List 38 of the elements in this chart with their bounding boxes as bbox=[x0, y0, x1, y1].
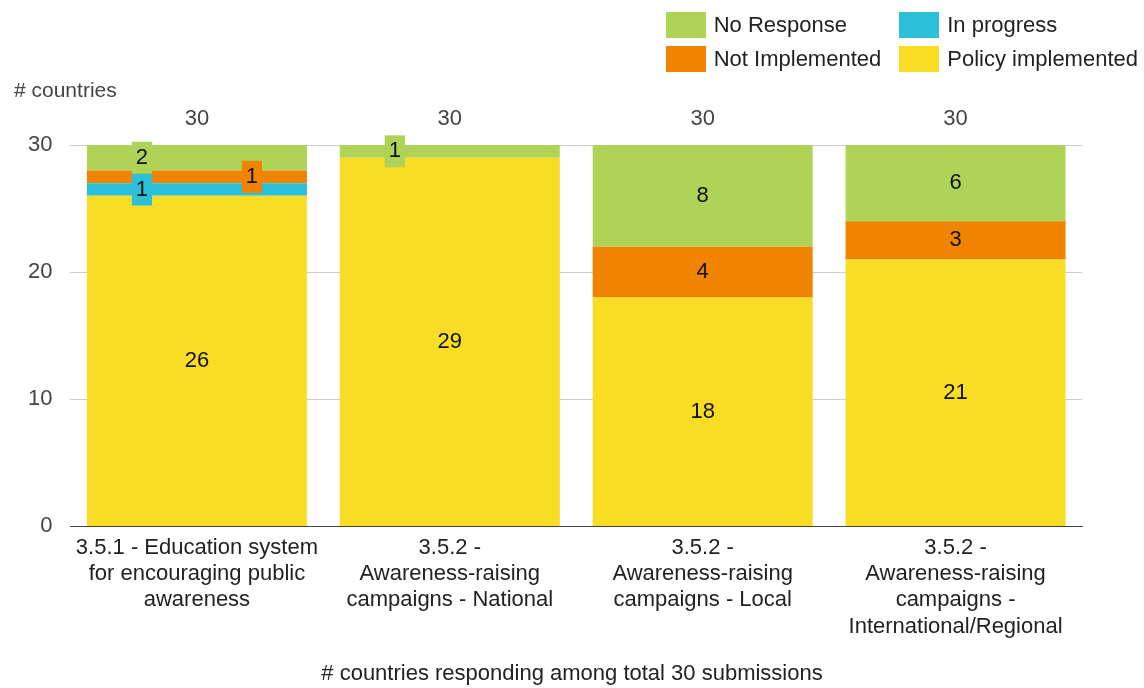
total-label: 30 bbox=[184, 105, 210, 131]
data-label: 26 bbox=[184, 346, 210, 372]
data-label: 29 bbox=[437, 327, 463, 353]
data-label: 2 bbox=[135, 143, 149, 169]
x-tick-label: 3.5.2 - Awareness-raising campaigns - Local bbox=[612, 533, 793, 612]
y-tick-label: 0 bbox=[40, 512, 53, 538]
x-tick-label: 3.5.2 - Awareness-raising campaigns - National bbox=[346, 533, 554, 612]
bar bbox=[592, 145, 813, 247]
legend-label: Not Implemented bbox=[713, 46, 882, 72]
x-tick-label: 3.5.2 - Awareness-raising campaigns - International/Regional bbox=[848, 533, 1063, 638]
bar bbox=[339, 157, 560, 526]
data-label: 1 bbox=[245, 162, 259, 188]
bar bbox=[86, 195, 307, 526]
data-label: 6 bbox=[949, 169, 962, 195]
data-label: 4 bbox=[696, 258, 709, 284]
legend-label: No Response bbox=[713, 12, 848, 38]
total-label: 30 bbox=[690, 105, 715, 131]
x-tick-label: 3.5.1 - Education system for encouraging public awareness bbox=[75, 533, 318, 612]
x-axis-title: # countries responding among total 30 submissions bbox=[320, 660, 824, 686]
bar bbox=[845, 221, 1066, 260]
bar bbox=[592, 246, 813, 298]
data-label: 3 bbox=[949, 226, 962, 252]
data-label: 21 bbox=[943, 378, 968, 404]
legend-label: Policy implemented bbox=[947, 46, 1138, 72]
legend-label: In progress bbox=[947, 12, 1058, 38]
data-label: 18 bbox=[690, 397, 715, 423]
data-label: 1 bbox=[135, 175, 149, 201]
data-label: 1 bbox=[388, 137, 401, 163]
bar bbox=[592, 297, 813, 526]
total-label: 30 bbox=[437, 105, 463, 131]
y-axis-title: # countries bbox=[14, 78, 117, 102]
bar bbox=[845, 259, 1066, 526]
y-tick-label: 30 bbox=[27, 131, 53, 157]
y-tick-label: 20 bbox=[27, 258, 53, 284]
y-tick-label: 10 bbox=[27, 385, 53, 411]
total-label: 30 bbox=[943, 105, 968, 131]
bar bbox=[845, 145, 1066, 222]
data-label: 8 bbox=[696, 181, 709, 207]
